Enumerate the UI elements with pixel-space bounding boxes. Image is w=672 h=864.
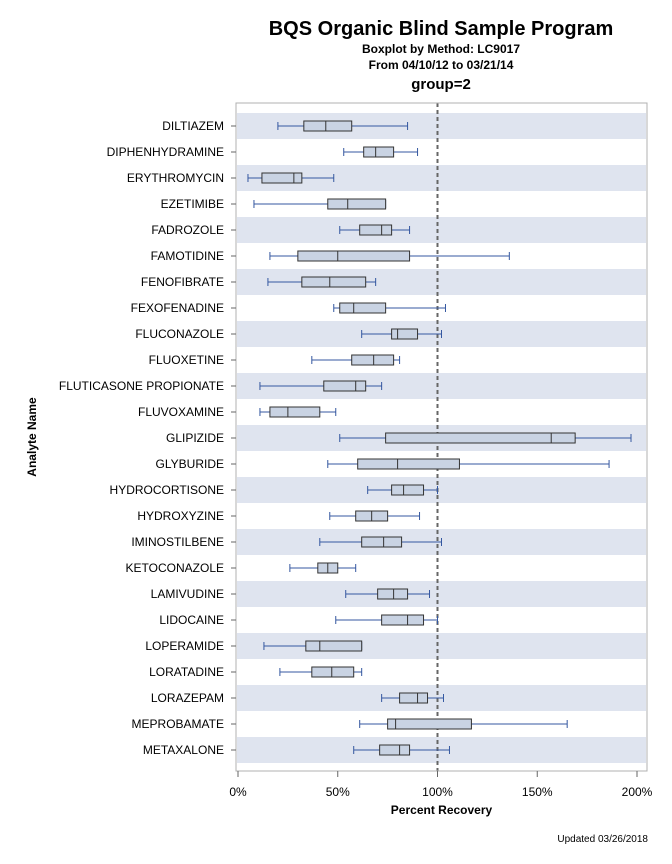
box-fluvoxamine	[269, 406, 321, 418]
category-label-hydroxyzine: HYDROXYZINE	[137, 509, 224, 523]
chart-subtitle-method: Boxplot by Method: LC9017	[361, 42, 520, 56]
box-lorazepam	[399, 692, 429, 704]
category-label-diphenhydramine: DIPHENHYDRAMINE	[107, 145, 224, 159]
chart-group-label: group=2	[411, 76, 471, 93]
category-label-ketoconazole: KETOCONAZOLE	[126, 561, 224, 575]
box-fadrozole	[359, 224, 393, 236]
x-tick-label: 50%	[326, 785, 350, 799]
category-label-meprobamate: MEPROBAMATE	[132, 717, 224, 731]
box-loperamide	[305, 640, 363, 652]
x-tick-label: 100%	[422, 785, 453, 799]
category-label-fexofenadine: FEXOFENADINE	[131, 301, 224, 315]
box-hydrocortisone	[391, 484, 425, 496]
category-label-glipizide: GLIPIZIDE	[166, 431, 224, 445]
category-label-fenofibrate: FENOFIBRATE	[141, 275, 224, 289]
category-label-fluconazole: FLUCONAZOLE	[135, 327, 224, 341]
row-band	[237, 477, 646, 503]
chart-subtitle-dates: From 04/10/12 to 03/21/14	[368, 58, 514, 72]
box-fluticasone-propionate	[323, 380, 367, 392]
box-fluoxetine	[351, 354, 395, 366]
y-axis-label: Analyte Name	[25, 397, 39, 477]
box-famotidine	[297, 250, 411, 262]
box-glipizide	[385, 432, 576, 444]
x-tick-label: 150%	[522, 785, 553, 799]
category-label-fluoxetine: FLUOXETINE	[149, 353, 224, 367]
box-diltiazem	[303, 120, 353, 132]
updated-footnote: Updated 03/26/2018	[557, 834, 648, 845]
category-label-fluvoxamine: FLUVOXAMINE	[138, 405, 224, 419]
category-label-lidocaine: LIDOCAINE	[159, 613, 224, 627]
category-label-erythromycin: ERYTHROMYCIN	[127, 171, 224, 185]
x-tick-label: 0%	[229, 785, 247, 799]
category-label-loratadine: LORATADINE	[149, 665, 224, 679]
box-glyburide	[357, 458, 460, 470]
category-label-glyburide: GLYBURIDE	[156, 457, 224, 471]
category-label-fluticasone-propionate: FLUTICASONE PROPIONATE	[59, 379, 224, 393]
box-metaxalone	[379, 744, 411, 756]
category-label-diltiazem: DILTIAZEM	[162, 119, 224, 133]
box-fexofenadine	[339, 302, 387, 314]
category-label-metaxalone: METAXALONE	[143, 743, 224, 757]
box-fluconazole	[391, 328, 419, 340]
x-axis-label: Percent Recovery	[390, 803, 493, 817]
box-loratadine	[311, 666, 355, 678]
box-fenofibrate	[301, 276, 367, 288]
category-label-famotidine: FAMOTIDINE	[151, 249, 224, 263]
plot-frame	[235, 102, 648, 772]
box-lidocaine	[381, 614, 425, 626]
box-lamivudine	[377, 588, 409, 600]
box-erythromycin	[261, 172, 303, 184]
category-label-lamivudine: LAMIVUDINE	[151, 587, 224, 601]
row-band	[237, 581, 646, 607]
category-label-ezetimibe: EZETIMIBE	[161, 197, 224, 211]
category-label-iminostilbene: IMINOSTILBENE	[131, 535, 224, 549]
category-label-loperamide: LOPERAMIDE	[145, 639, 224, 653]
chart-title: BQS Organic Blind Sample Program	[268, 18, 614, 40]
category-label-fadrozole: FADROZOLE	[151, 223, 224, 237]
box-ezetimibe	[327, 198, 387, 210]
row-band	[237, 217, 646, 243]
x-tick-label: 200%	[622, 785, 653, 799]
category-label-lorazepam: LORAZEPAM	[151, 691, 224, 705]
category-label-hydrocortisone: HYDROCORTISONE	[110, 483, 224, 497]
box-diphenhydramine	[363, 146, 395, 158]
box-iminostilbene	[361, 536, 403, 548]
box-meprobamate	[387, 718, 472, 730]
